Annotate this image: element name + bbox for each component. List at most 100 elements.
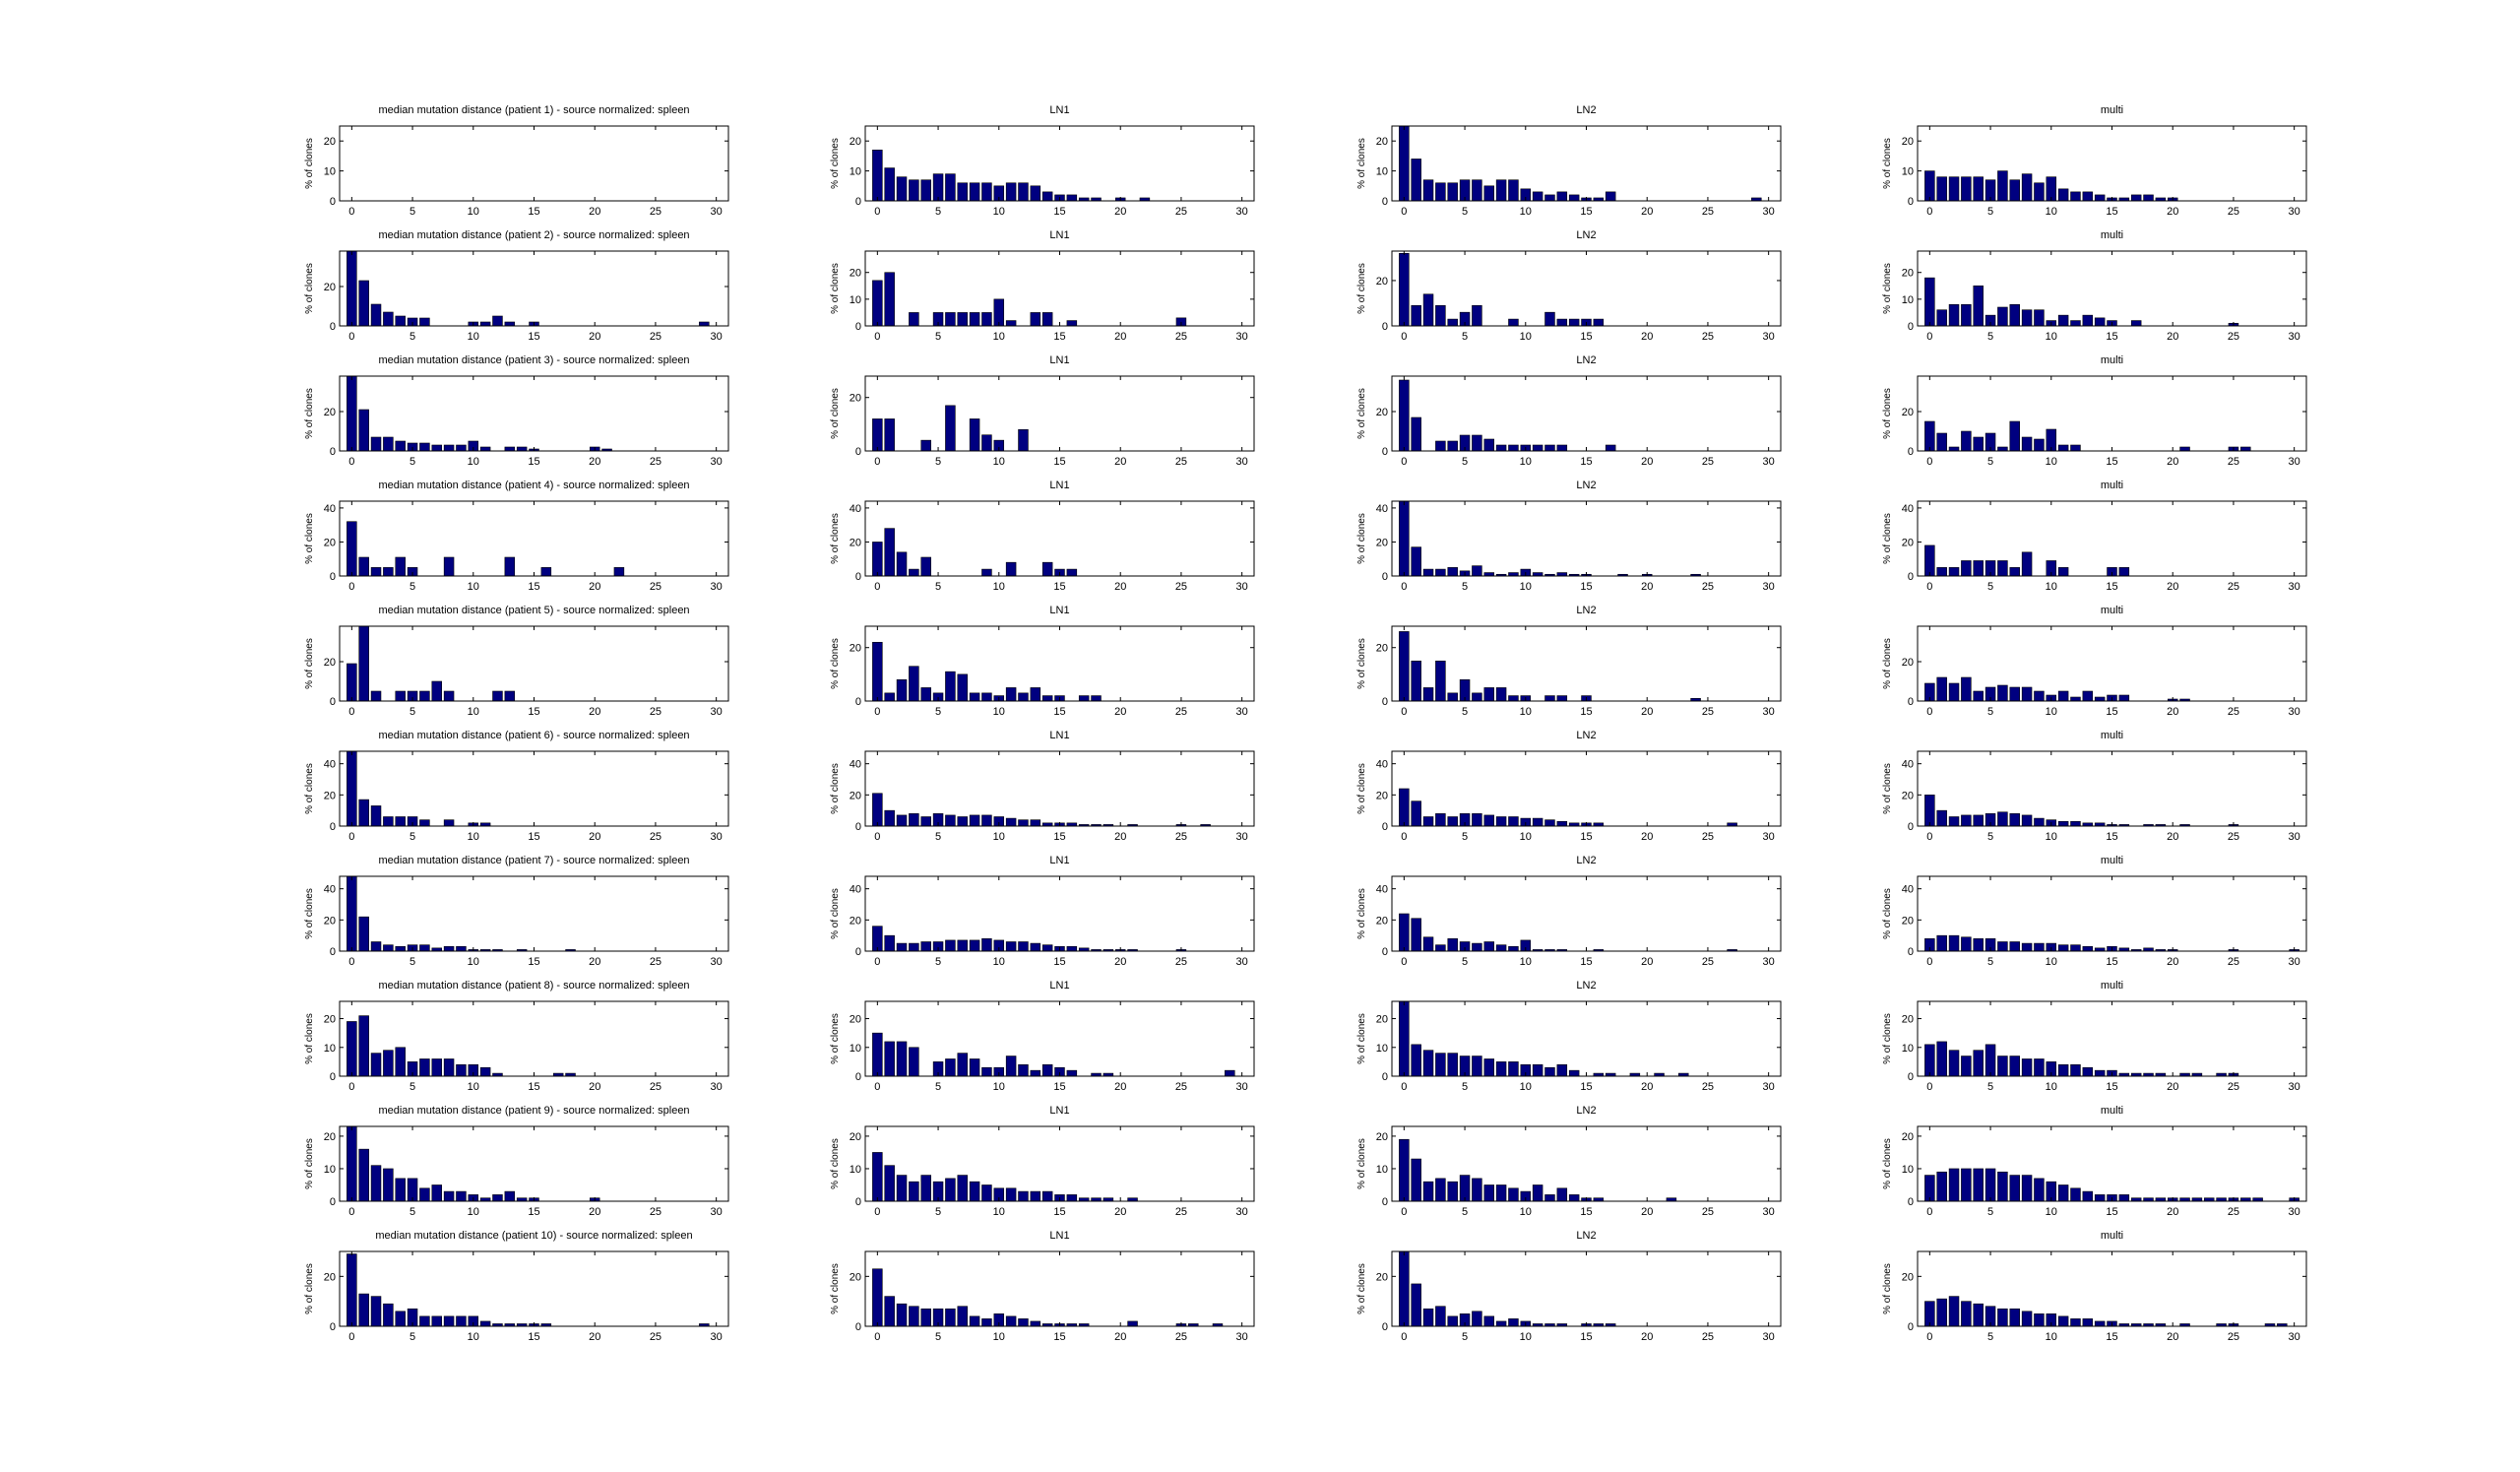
bar: [346, 1125, 357, 1202]
subplot-title: LN2: [1576, 1230, 1596, 1242]
axes-box: [864, 250, 1255, 327]
bar: [370, 805, 382, 827]
y-axis-label: % of clones: [1882, 138, 1893, 189]
subplot-r2-c1: 0 5 10 15 20 25 30 0 20 % of clones median mutatio…: [304, 229, 729, 343]
bar: [1997, 1171, 2008, 1202]
bar: [2021, 1311, 2033, 1327]
x-tick-label: 15: [2106, 956, 2117, 968]
x-tick-label: 20: [1641, 206, 1653, 218]
x-tick-label: 30: [2289, 956, 2300, 968]
x-tick-label: 0: [874, 831, 880, 843]
bar: [431, 1058, 442, 1077]
bar: [419, 690, 430, 702]
y-tick-label: 20: [1376, 1271, 1388, 1283]
x-tick-label: 5: [935, 956, 941, 968]
bar: [1984, 1168, 1996, 1202]
bar: [1411, 660, 1421, 702]
bar: [2094, 1194, 2106, 1202]
bar: [1508, 179, 1519, 202]
x-tick-label: 5: [1462, 331, 1468, 343]
y-axis-label: % of clones: [830, 513, 841, 564]
y-tick-label: 20: [850, 136, 861, 148]
bar: [2057, 1064, 2069, 1077]
bar: [2021, 942, 2033, 952]
bar: [1472, 942, 1482, 952]
x-tick-label: 25: [650, 831, 662, 843]
x-tick-label: 15: [1580, 1331, 1592, 1343]
bar: [1556, 444, 1568, 452]
x-tick-label: 5: [1462, 1081, 1468, 1093]
x-tick-label: 15: [1053, 206, 1065, 218]
bar: [383, 1303, 394, 1327]
bar: [1005, 687, 1017, 702]
x-tick-label: 25: [650, 706, 662, 718]
x-tick-label: 25: [2228, 956, 2239, 968]
bar: [1508, 572, 1519, 577]
x-tick-label: 5: [410, 1081, 415, 1093]
bar: [1447, 1181, 1458, 1202]
subplot-title: LN1: [1049, 104, 1069, 116]
x-tick-label: 15: [1580, 1081, 1592, 1093]
y-tick-label: 20: [324, 537, 336, 548]
bar: [945, 312, 956, 327]
x-tick-label: 0: [1401, 706, 1407, 718]
y-axis-label: % of clones: [830, 1013, 841, 1064]
bar: [1948, 1168, 1960, 1202]
bar: [2070, 1187, 2081, 1202]
y-tick-label: 20: [1376, 1014, 1388, 1026]
x-tick-label: 10: [993, 706, 1005, 718]
x-tick-label: 10: [1520, 331, 1532, 343]
bar: [1091, 695, 1102, 702]
bar: [1961, 676, 1972, 702]
x-tick-label: 20: [589, 206, 600, 218]
bar: [1997, 446, 2008, 452]
bar: [1030, 942, 1041, 952]
bar: [909, 1306, 919, 1327]
y-tick-label: 20: [1376, 276, 1388, 288]
x-tick-label: 25: [1175, 456, 1187, 468]
bar: [419, 944, 430, 952]
bar: [1544, 311, 1555, 327]
bar: [872, 418, 883, 452]
x-tick-label: 10: [993, 956, 1005, 968]
bar: [1447, 567, 1458, 577]
x-tick-label: 30: [1236, 1081, 1248, 1093]
x-tick-label: 25: [2228, 206, 2239, 218]
bar: [872, 150, 883, 202]
bar: [1544, 1066, 1555, 1077]
x-tick-label: 15: [1580, 206, 1592, 218]
y-tick-label: 20: [850, 537, 861, 548]
bar: [479, 446, 491, 452]
x-tick-label: 20: [1114, 1081, 1126, 1093]
bar: [358, 799, 369, 827]
x-tick-label: 25: [1175, 331, 1187, 343]
x-tick-label: 30: [1236, 1206, 1248, 1218]
x-tick-label: 20: [1114, 706, 1126, 718]
bar: [2240, 446, 2251, 452]
axes-box: [864, 1000, 1255, 1077]
x-tick-label: 30: [1763, 1081, 1775, 1093]
bar: [346, 875, 357, 952]
bar: [2009, 567, 2020, 577]
bar: [2130, 320, 2142, 327]
subplot-title: LN1: [1049, 354, 1069, 366]
subplot-r4-c1: 0 5 10 15 20 25 30 0 20 40 % of clones median mutat…: [304, 480, 729, 593]
bar: [2070, 1064, 2081, 1077]
bar: [1399, 788, 1410, 827]
x-tick-label: 25: [2228, 1081, 2239, 1093]
bar: [456, 945, 467, 952]
subplot-title: LN1: [1049, 730, 1069, 741]
bar: [884, 528, 895, 577]
bar: [2021, 436, 2033, 452]
bar: [1508, 1061, 1519, 1077]
axes-box: [339, 375, 729, 452]
bar: [346, 663, 357, 702]
bar: [1411, 918, 1421, 952]
bar: [1435, 944, 1446, 952]
bar: [358, 1148, 369, 1202]
y-axis-label: % of clones: [830, 1138, 841, 1189]
x-tick-label: 0: [1401, 456, 1407, 468]
x-tick-label: 15: [1053, 1206, 1065, 1218]
bar: [395, 556, 406, 577]
